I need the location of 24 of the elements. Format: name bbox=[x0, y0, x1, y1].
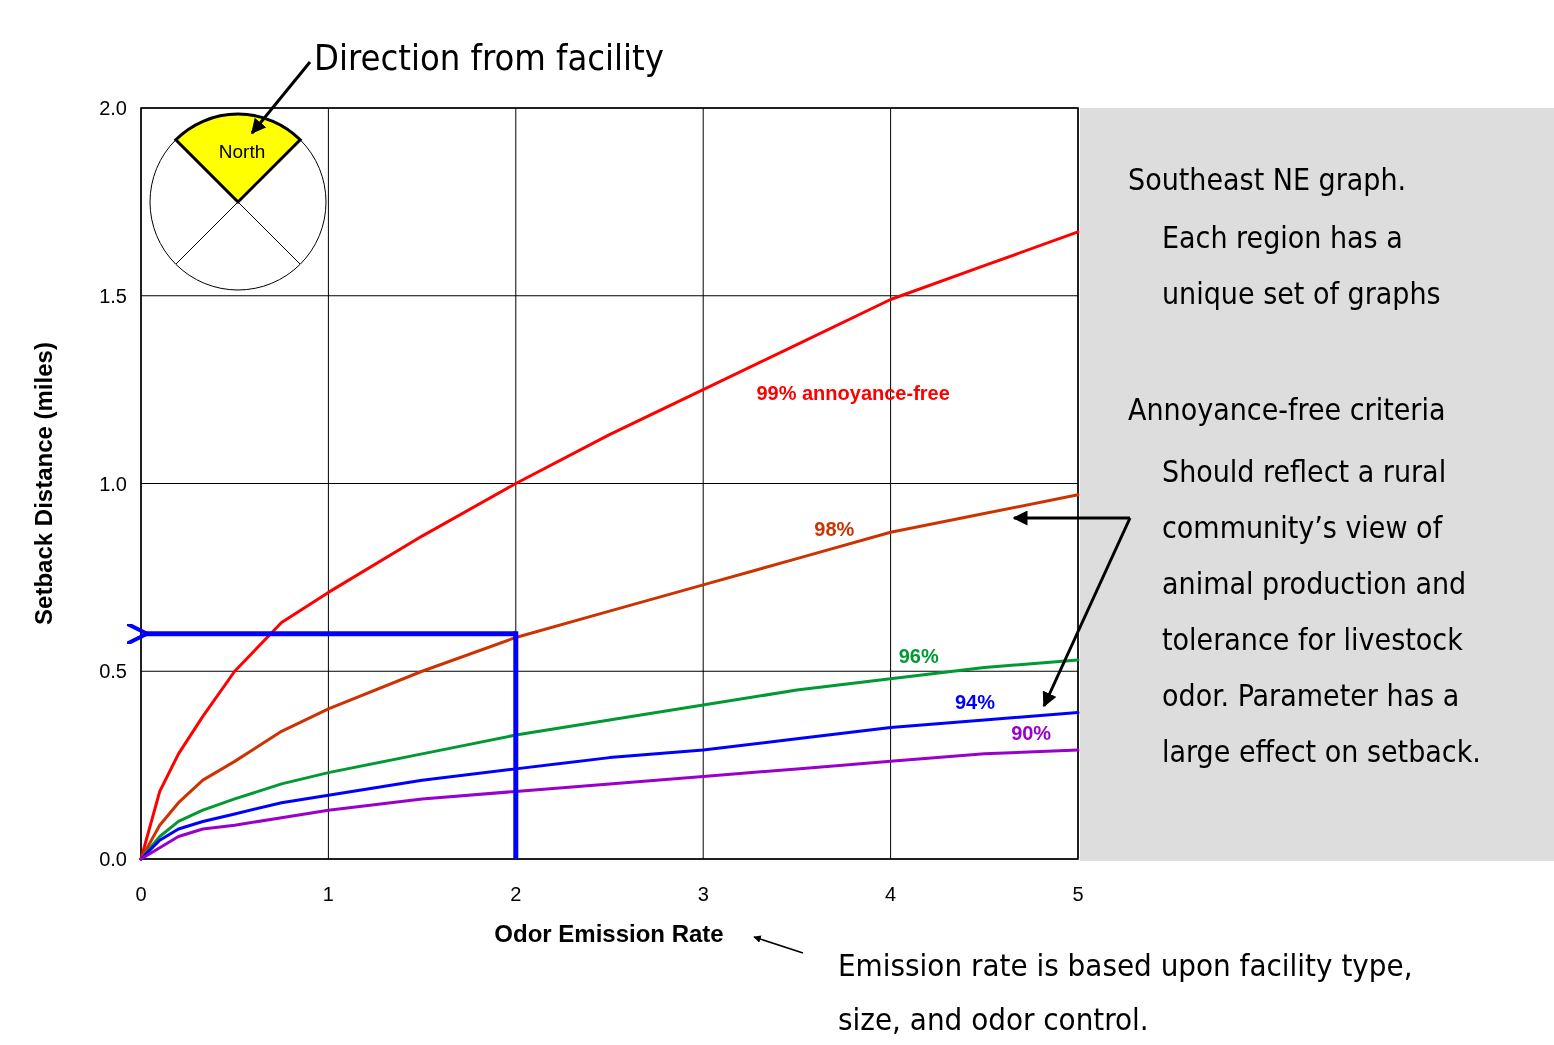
annotation: North bbox=[218, 141, 266, 162]
text: Annoyance-free criteria bbox=[1128, 392, 1446, 427]
x-axis-title: Odor Emission Rate bbox=[494, 920, 724, 947]
y-tick-label: 1.0 bbox=[99, 472, 127, 495]
text: Should reflect a rural community’s view of animal production and tolerance for livestock odor. Parameter has a large effect on setback. bbox=[1162, 454, 1481, 769]
text: Southeast NE graph. bbox=[1128, 162, 1407, 197]
x-tick-label: 0 bbox=[135, 883, 147, 905]
text: Emission rate is based upon facility type, size, and odor control. bbox=[838, 947, 1413, 1037]
x-tick-label: 2 bbox=[510, 883, 522, 905]
x-tick-label: 3 bbox=[697, 883, 709, 905]
y-tick-label: 0.5 bbox=[99, 660, 127, 683]
series-label: 94% bbox=[954, 690, 996, 713]
series-label: 96% bbox=[898, 645, 939, 668]
x-tick-label: 4 bbox=[885, 883, 897, 905]
y-tick-label: 2.0 bbox=[99, 97, 127, 119]
x-tick-label: 5 bbox=[1072, 883, 1084, 905]
y-tick-label: 1.5 bbox=[99, 284, 127, 307]
y-axis-title: Setback Distance (miles) bbox=[30, 342, 57, 625]
text: Each region has a unique set of graphs bbox=[1162, 220, 1441, 311]
text: Direction from facility bbox=[314, 37, 664, 78]
series-label: 90% bbox=[1011, 721, 1052, 744]
series-label: 98% bbox=[814, 518, 855, 541]
x-tick-label: 1 bbox=[322, 883, 334, 905]
y-tick-label: 0.0 bbox=[99, 848, 127, 870]
